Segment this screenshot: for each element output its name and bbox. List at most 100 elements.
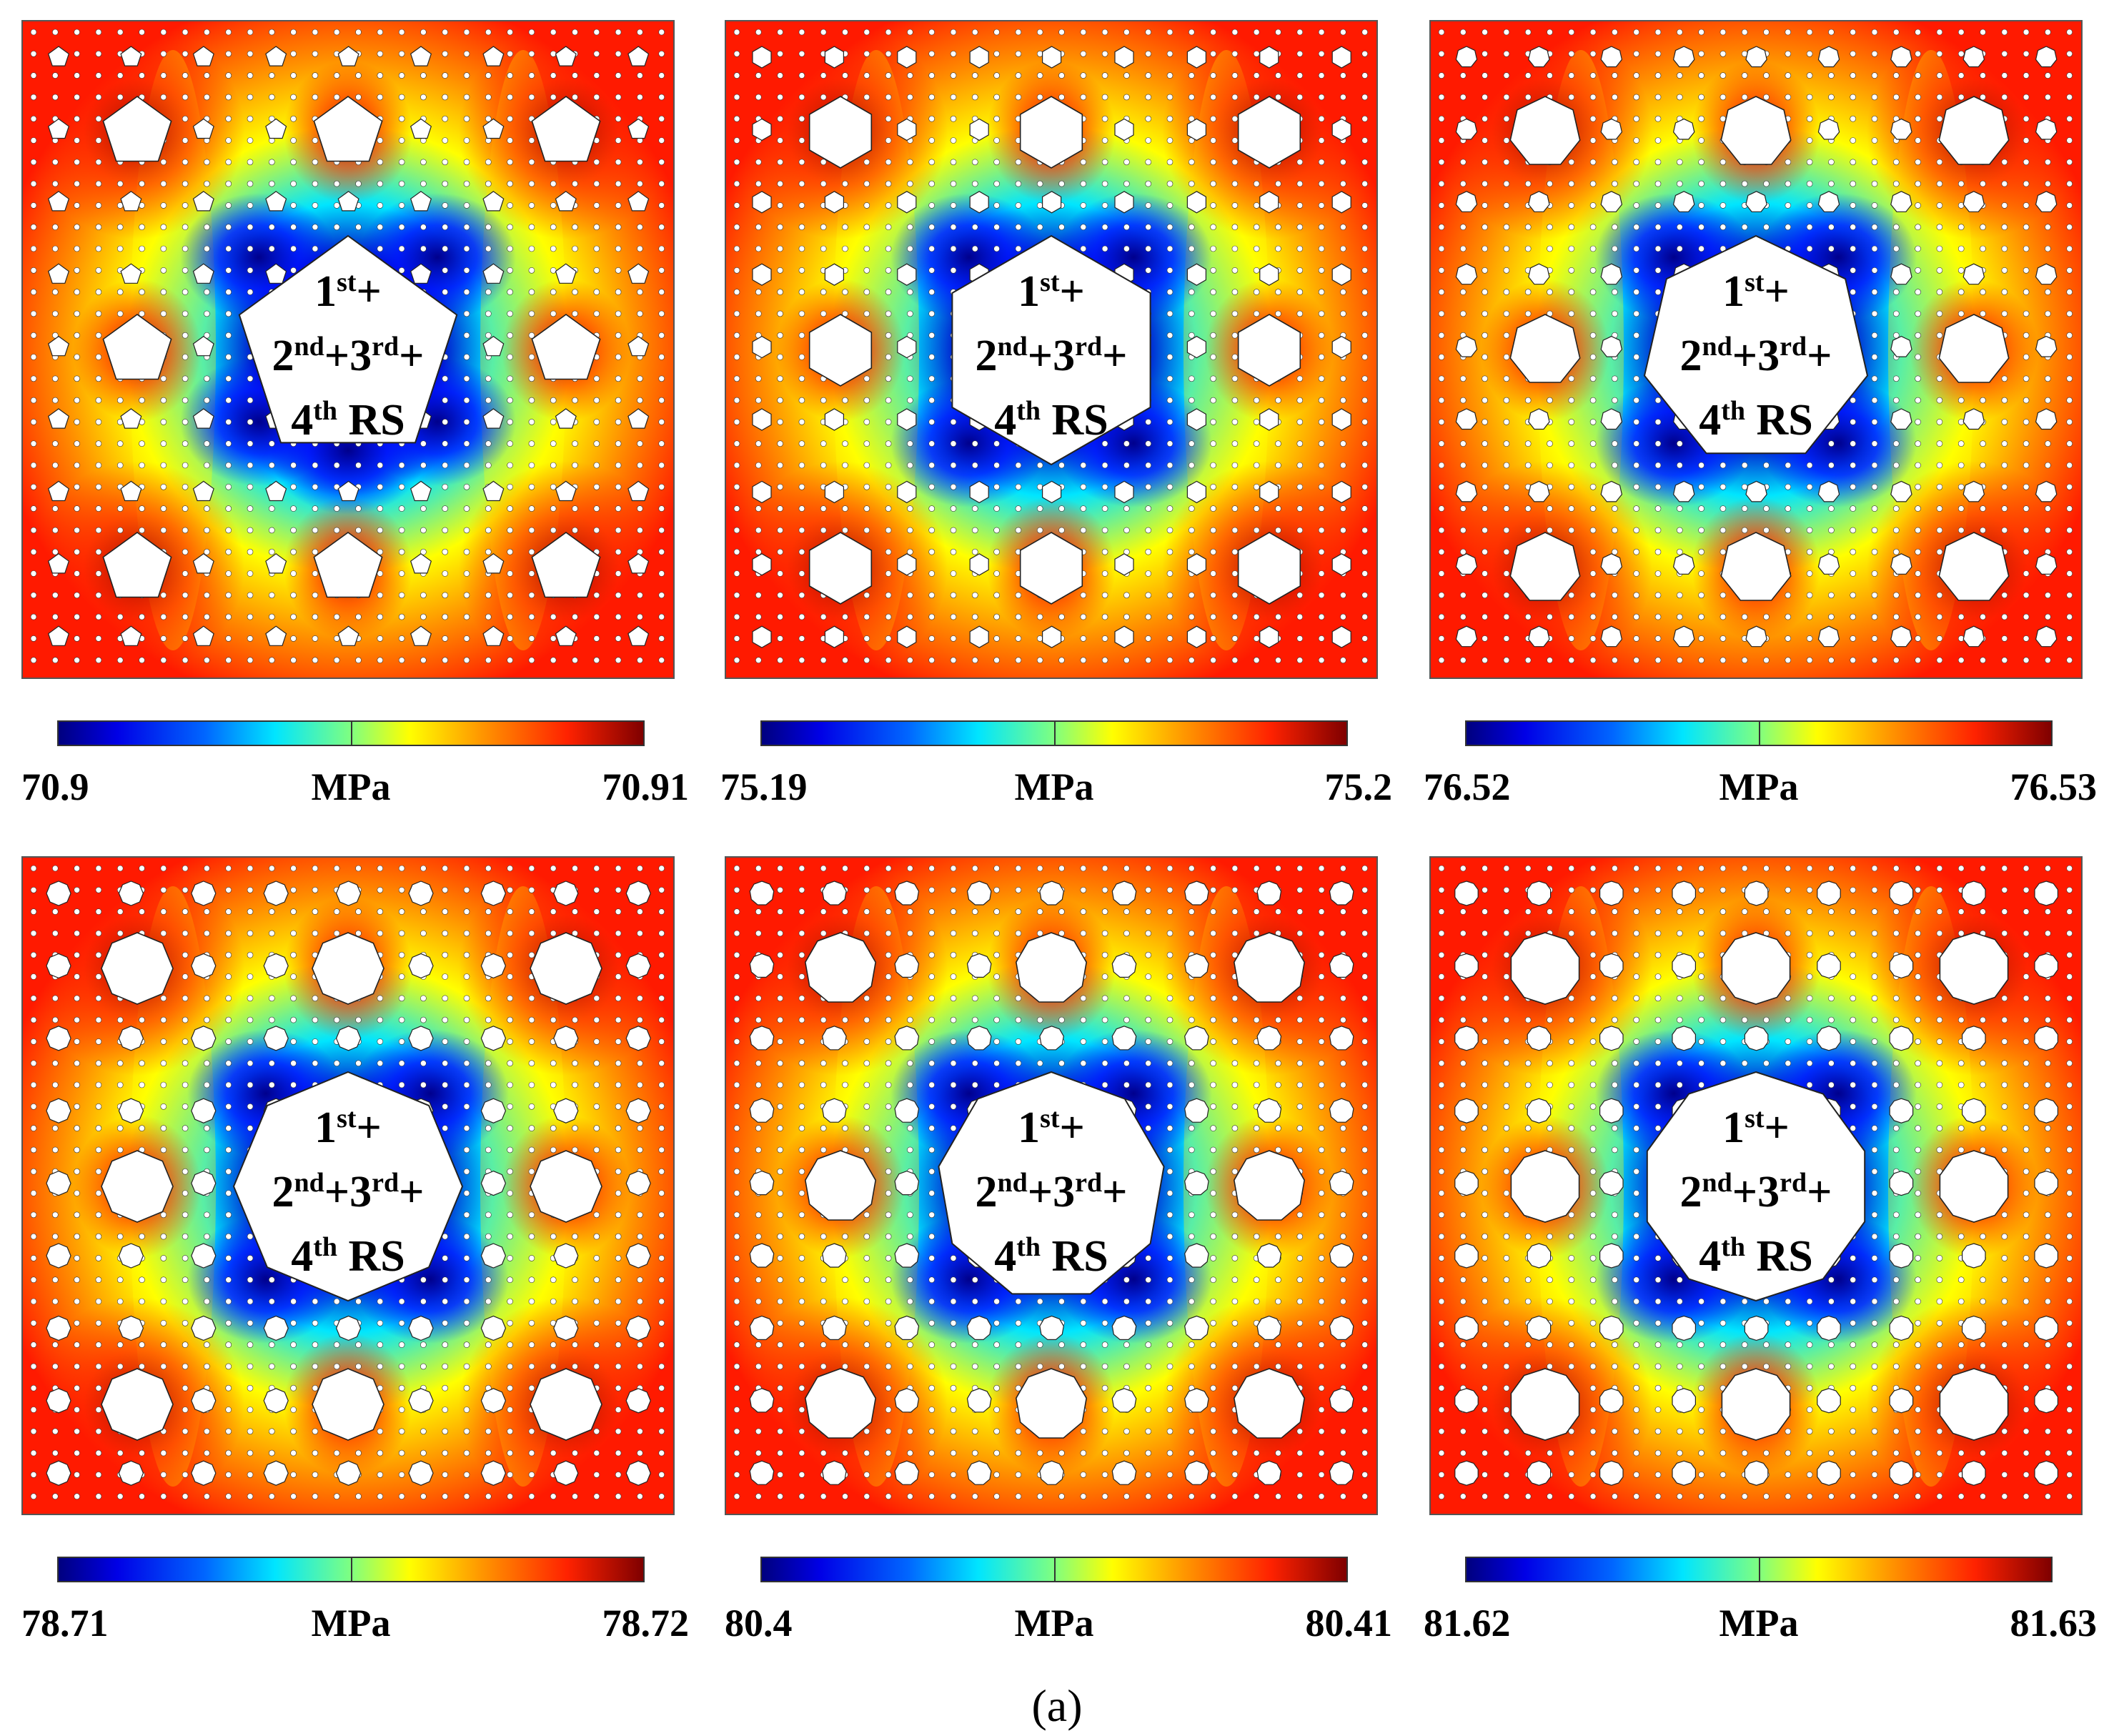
micro-hole: [2066, 419, 2073, 425]
micro-hole: [1145, 570, 1152, 577]
micro-hole: [971, 995, 978, 1002]
micro-hole: [1806, 202, 1813, 209]
large-hole: [531, 96, 601, 162]
micro-hole: [1698, 483, 1704, 490]
micro-hole: [247, 115, 254, 122]
micro-hole: [950, 613, 957, 620]
micro-hole: [1296, 886, 1304, 893]
micro-hole: [1231, 1038, 1239, 1045]
micro-hole: [733, 50, 740, 57]
micro-hole: [225, 657, 232, 664]
micro-hole: [615, 548, 622, 555]
micro-hole: [1482, 592, 1488, 599]
micro-hole: [1145, 224, 1152, 231]
micro-hole: [1318, 1146, 1325, 1154]
micro-hole: [1482, 50, 1488, 57]
micro-hole: [1123, 1428, 1130, 1435]
micro-hole: [377, 1298, 384, 1305]
micro-hole: [550, 483, 557, 490]
micro-hole: [928, 635, 936, 642]
micro-hole: [1524, 289, 1532, 295]
micro-hole: [95, 1472, 102, 1478]
micro-hole: [593, 224, 600, 231]
micro-hole: [907, 440, 913, 447]
micro-hole: [30, 1211, 37, 1219]
small-hole: [480, 953, 507, 979]
micro-hole: [885, 951, 892, 958]
micro-hole: [160, 159, 167, 166]
micro-hole: [1210, 1493, 1216, 1500]
micro-hole: [268, 657, 275, 664]
micro-hole: [139, 224, 145, 231]
micro-hole: [1101, 908, 1108, 915]
small-hole: [192, 46, 214, 66]
micro-hole: [1188, 29, 1195, 36]
micro-hole: [463, 440, 470, 447]
micro-hole: [247, 245, 254, 252]
micro-hole: [160, 1081, 167, 1088]
micro-hole: [658, 635, 665, 642]
micro-hole: [1188, 159, 1195, 166]
micro-hole: [95, 310, 102, 317]
micro-hole: [2023, 483, 2030, 490]
micro-hole: [637, 657, 643, 664]
micro-hole: [1785, 50, 1792, 57]
micro-hole: [907, 1276, 913, 1284]
micro-hole: [1503, 224, 1510, 231]
micro-hole: [225, 505, 232, 512]
micro-hole: [51, 1125, 59, 1131]
micro-hole: [485, 1493, 492, 1500]
micro-hole: [885, 1103, 892, 1110]
micro-hole: [1698, 613, 1704, 620]
micro-hole: [777, 180, 783, 187]
micro-hole: [1296, 72, 1304, 79]
micro-hole: [863, 289, 870, 295]
micro-hole: [1145, 137, 1152, 144]
micro-hole: [1058, 224, 1065, 231]
micro-hole: [225, 995, 232, 1002]
micro-hole: [777, 995, 783, 1002]
micro-hole: [1871, 267, 1878, 274]
micro-hole: [928, 137, 936, 144]
micro-hole: [777, 310, 783, 317]
micro-hole: [1296, 1428, 1304, 1435]
micro-hole: [1231, 419, 1239, 425]
micro-hole: [420, 1363, 427, 1370]
micro-hole: [1785, 657, 1792, 664]
micro-hole: [333, 180, 340, 187]
micro-hole: [2023, 397, 2030, 404]
micro-hole: [1340, 1146, 1346, 1154]
micro-hole: [798, 613, 805, 620]
micro-hole: [528, 440, 535, 447]
micro-hole: [550, 1081, 557, 1088]
micro-hole: [290, 1060, 297, 1067]
micro-hole: [1459, 159, 1467, 166]
micro-hole: [1915, 505, 1921, 512]
micro-hole: [51, 1341, 59, 1348]
micro-hole: [637, 1146, 643, 1154]
micro-hole: [1828, 224, 1835, 231]
micro-hole: [268, 548, 275, 555]
micro-hole: [658, 1276, 665, 1284]
micro-hole: [1482, 267, 1488, 274]
large-hole: [313, 532, 383, 598]
micro-hole: [420, 908, 427, 915]
micro-hole: [160, 1125, 167, 1131]
micro-hole: [139, 1363, 145, 1370]
micro-hole: [1101, 592, 1108, 599]
micro-hole: [1361, 1384, 1369, 1392]
micro-hole: [1058, 527, 1065, 534]
micro-hole: [733, 397, 740, 404]
micro-hole: [463, 886, 470, 893]
small-hole: [897, 191, 917, 214]
micro-hole: [1318, 1168, 1325, 1175]
micro-hole: [863, 1060, 870, 1067]
micro-hole: [204, 1449, 210, 1457]
micro-hole: [30, 310, 37, 317]
micro-hole: [928, 657, 936, 664]
micro-hole: [1438, 527, 1445, 534]
micro-hole: [658, 419, 665, 425]
micro-hole: [1188, 657, 1195, 664]
micro-hole: [593, 1016, 600, 1023]
micro-hole: [1210, 115, 1216, 122]
